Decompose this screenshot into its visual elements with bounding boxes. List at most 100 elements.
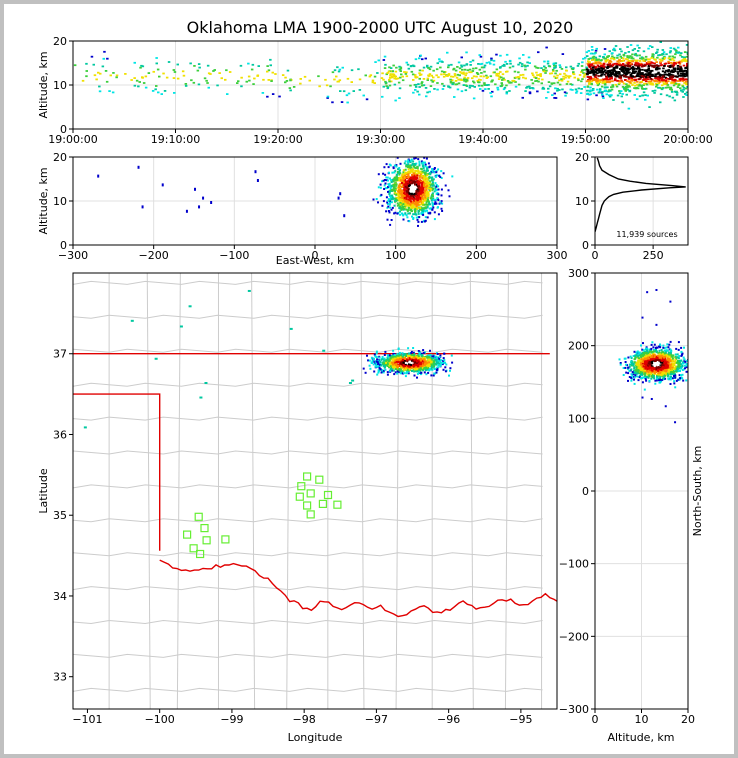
vhf-source (383, 166, 386, 169)
vhf-source (432, 184, 435, 187)
vhf-source (380, 371, 383, 374)
vhf-source (443, 71, 446, 73)
vhf-source (527, 56, 531, 59)
vhf-source (655, 77, 659, 80)
vhf-source (379, 361, 382, 363)
vhf-source (535, 71, 538, 74)
vhf-source (678, 366, 681, 369)
vhf-source (621, 85, 625, 88)
vhf-source (682, 96, 685, 98)
vhf-source (616, 57, 619, 59)
vhf-source (642, 84, 645, 86)
vhf-source (379, 186, 382, 189)
vhf-source (394, 183, 396, 186)
vhf-source (679, 87, 682, 90)
vhf-source (419, 54, 422, 57)
vhf-source (394, 99, 397, 102)
vhf-source (426, 178, 429, 181)
vhf-source (587, 58, 590, 60)
x-tick-label: −101 (72, 713, 102, 726)
vhf-source (665, 94, 669, 97)
vhf-source (528, 91, 532, 94)
vhf-source (418, 199, 421, 202)
vhf-source (411, 190, 413, 193)
vhf-source (386, 354, 389, 357)
vhf-source (614, 83, 617, 86)
vhf-source (499, 76, 503, 79)
vhf-source (437, 366, 440, 369)
vhf-source (601, 91, 604, 93)
vhf-source (435, 189, 438, 192)
vhf-source (441, 61, 444, 63)
vhf-source (382, 179, 385, 182)
vhf-source (228, 71, 232, 73)
vhf-source (435, 171, 438, 174)
vhf-source (576, 77, 580, 80)
vhf-source (634, 52, 637, 55)
vhf-source (621, 63, 625, 65)
x-tick-label: 0 (592, 249, 599, 262)
vhf-source (412, 65, 416, 68)
vhf-source (651, 69, 654, 72)
vhf-source (685, 55, 688, 58)
vhf-source (432, 187, 434, 190)
vhf-source (224, 78, 227, 81)
vhf-source (649, 78, 653, 80)
vhf-source (559, 66, 562, 69)
vhf-source (463, 68, 467, 71)
vhf-source (389, 187, 392, 190)
vhf-source (390, 361, 393, 364)
vhf-source (416, 165, 419, 168)
vhf-source (398, 191, 401, 194)
vhf-source (167, 61, 171, 63)
vhf-source (480, 84, 484, 87)
vhf-source (638, 376, 641, 379)
vhf-source (424, 165, 427, 168)
vhf-source (432, 178, 435, 181)
lma-station-marker (200, 523, 209, 533)
vhf-source (414, 189, 417, 191)
vhf-source (499, 71, 502, 73)
vhf-source (423, 207, 426, 210)
vhf-source (85, 75, 88, 78)
vhf-source (560, 79, 564, 82)
vhf-source (432, 195, 434, 198)
vhf-source (418, 365, 421, 368)
vhf-source (407, 160, 410, 163)
vhf-source (480, 66, 484, 69)
vhf-source (399, 66, 403, 69)
vhf-source (427, 191, 430, 194)
vhf-source (432, 365, 435, 368)
vhf-source (678, 36, 681, 38)
vhf-source (400, 193, 403, 196)
vhf-source (402, 173, 405, 176)
vhf-source (415, 213, 418, 216)
vhf-source (412, 355, 415, 358)
vhf-source (580, 65, 584, 67)
vhf-source (394, 365, 397, 368)
vhf-source (489, 92, 492, 94)
lma-station-marker (221, 535, 230, 544)
vhf-source (545, 69, 548, 72)
vhf-source (247, 75, 251, 78)
vhf-source (423, 366, 426, 369)
vhf-source (414, 213, 416, 216)
vhf-source (426, 200, 429, 203)
vhf-source (553, 82, 556, 85)
vhf-source (651, 90, 655, 92)
vhf-source (663, 64, 666, 67)
vhf-source (392, 183, 395, 186)
vhf-source (569, 88, 572, 91)
vhf-source (633, 59, 637, 62)
vhf-source (606, 58, 609, 61)
vhf-source (606, 72, 610, 75)
vhf-source (496, 74, 500, 77)
vhf-source (420, 82, 423, 85)
vhf-source (396, 352, 399, 355)
vhf-source (423, 185, 426, 188)
vhf-source (642, 64, 645, 67)
vhf-source (407, 352, 410, 355)
vhf-source (666, 70, 670, 73)
vhf-source (608, 95, 612, 98)
vhf-source (595, 66, 598, 68)
